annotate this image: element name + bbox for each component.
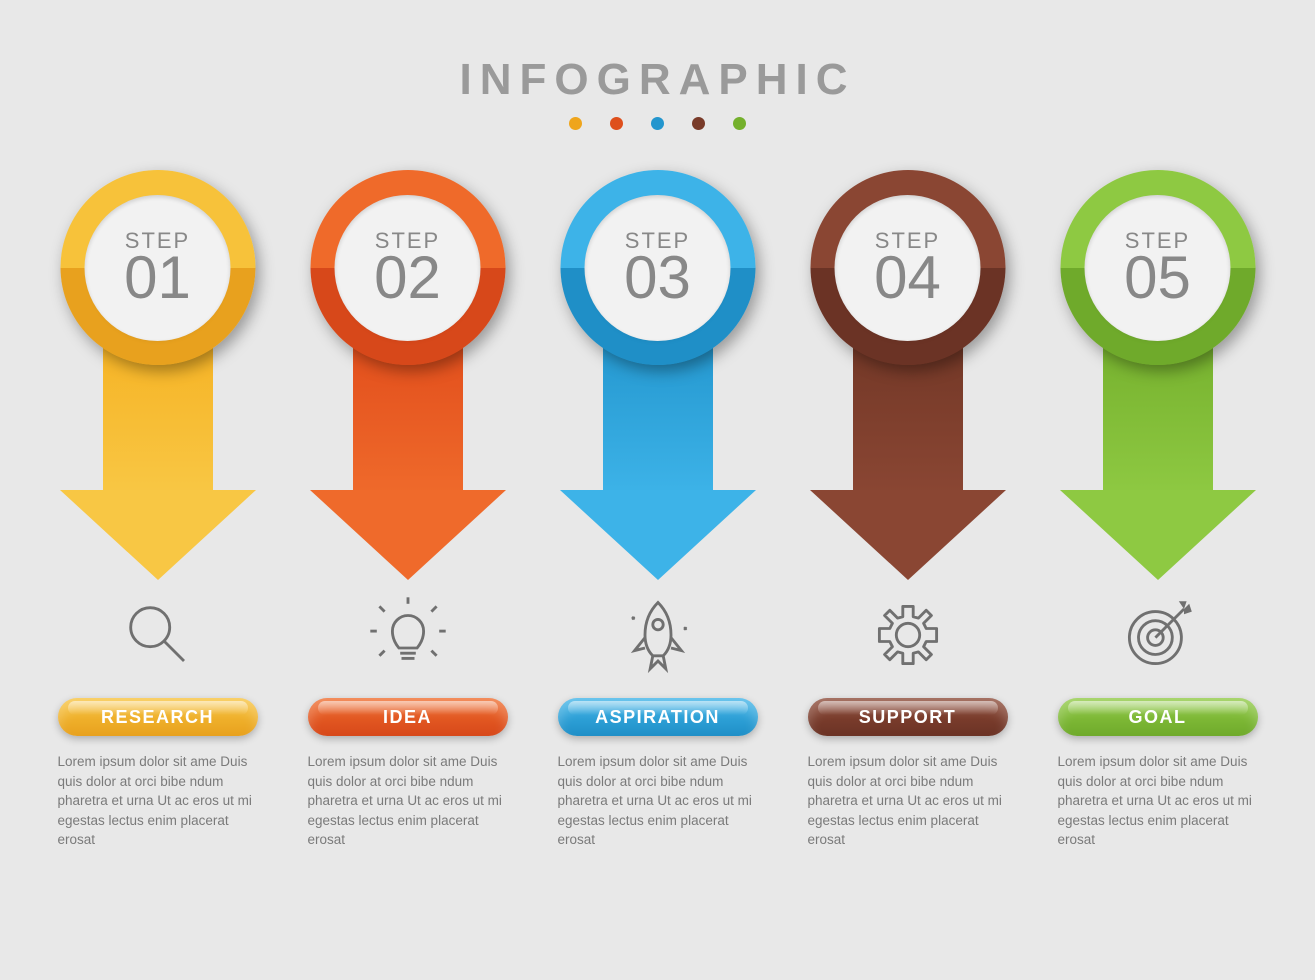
step-title-label: SUPPORT bbox=[859, 707, 957, 728]
page-title: INFOGRAPHIC bbox=[0, 0, 1315, 105]
step-body-text: Lorem ipsum dolor sit ame Duis quis dolo… bbox=[1058, 752, 1258, 850]
color-dots-row bbox=[0, 117, 1315, 130]
step-inner-circle: STEP01 bbox=[93, 203, 223, 333]
step-number: 03 bbox=[624, 248, 691, 308]
arrow-head bbox=[1060, 490, 1256, 580]
arrow-head bbox=[560, 490, 756, 580]
step-title-pill: GOAL bbox=[1058, 698, 1258, 736]
step-column: STEP01 RESEARCH Lorem ipsum dolor sit ame … bbox=[53, 170, 263, 850]
arrow-head bbox=[60, 490, 256, 580]
step-inner-circle: STEP02 bbox=[343, 203, 473, 333]
step-circle: STEP02 bbox=[310, 170, 505, 365]
step-number: 02 bbox=[374, 248, 441, 308]
step-title-label: RESEARCH bbox=[101, 707, 214, 728]
legend-dot bbox=[569, 117, 582, 130]
step-body-text: Lorem ipsum dolor sit ame Duis quis dolo… bbox=[808, 752, 1008, 850]
step-circle: STEP05 bbox=[1060, 170, 1255, 365]
step-title-label: IDEA bbox=[383, 707, 432, 728]
legend-dot bbox=[610, 117, 623, 130]
step-column: STEP03 ASPIRATION Lorem ipsum dolor sit am… bbox=[553, 170, 763, 850]
step-circle: STEP03 bbox=[560, 170, 755, 365]
step-title-label: GOAL bbox=[1129, 707, 1187, 728]
rocket-icon bbox=[613, 590, 703, 680]
legend-dot bbox=[733, 117, 746, 130]
step-body-text: Lorem ipsum dolor sit ame Duis quis dolo… bbox=[558, 752, 758, 850]
step-title-pill: SUPPORT bbox=[808, 698, 1008, 736]
step-arrow-unit: STEP04 bbox=[803, 170, 1013, 590]
step-title-pill: IDEA bbox=[308, 698, 508, 736]
step-title-label: ASPIRATION bbox=[595, 707, 720, 728]
legend-dot bbox=[692, 117, 705, 130]
step-number: 01 bbox=[124, 248, 191, 308]
step-circle: STEP01 bbox=[60, 170, 255, 365]
step-column: STEP02 IDEA Lorem ipsum dolor sit ame Duis… bbox=[303, 170, 513, 850]
gear-icon bbox=[863, 590, 953, 680]
step-inner-circle: STEP05 bbox=[1093, 203, 1223, 333]
step-body-text: Lorem ipsum dolor sit ame Duis quis dolo… bbox=[308, 752, 508, 850]
step-arrow-unit: STEP02 bbox=[303, 170, 513, 590]
step-inner-circle: STEP03 bbox=[593, 203, 723, 333]
magnifying-glass-icon bbox=[113, 590, 203, 680]
lightbulb-icon bbox=[363, 590, 453, 680]
step-circle: STEP04 bbox=[810, 170, 1005, 365]
step-arrow-unit: STEP03 bbox=[553, 170, 763, 590]
step-body-text: Lorem ipsum dolor sit ame Duis quis dolo… bbox=[58, 752, 258, 850]
legend-dot bbox=[651, 117, 664, 130]
step-column: STEP05 GOAL Lorem ipsum dolor sit ame Duis… bbox=[1053, 170, 1263, 850]
step-title-pill: RESEARCH bbox=[58, 698, 258, 736]
steps-row: STEP01 RESEARCH Lorem ipsum dolor sit ame … bbox=[0, 170, 1315, 850]
step-title-pill: ASPIRATION bbox=[558, 698, 758, 736]
step-inner-circle: STEP04 bbox=[843, 203, 973, 333]
step-number: 04 bbox=[874, 248, 941, 308]
step-arrow-unit: STEP01 bbox=[53, 170, 263, 590]
arrow-head bbox=[310, 490, 506, 580]
step-arrow-unit: STEP05 bbox=[1053, 170, 1263, 590]
arrow-head bbox=[810, 490, 1006, 580]
step-number: 05 bbox=[1124, 248, 1191, 308]
step-column: STEP04 SUPPORT Lorem ipsum dolor sit ame D… bbox=[803, 170, 1013, 850]
target-icon bbox=[1113, 590, 1203, 680]
